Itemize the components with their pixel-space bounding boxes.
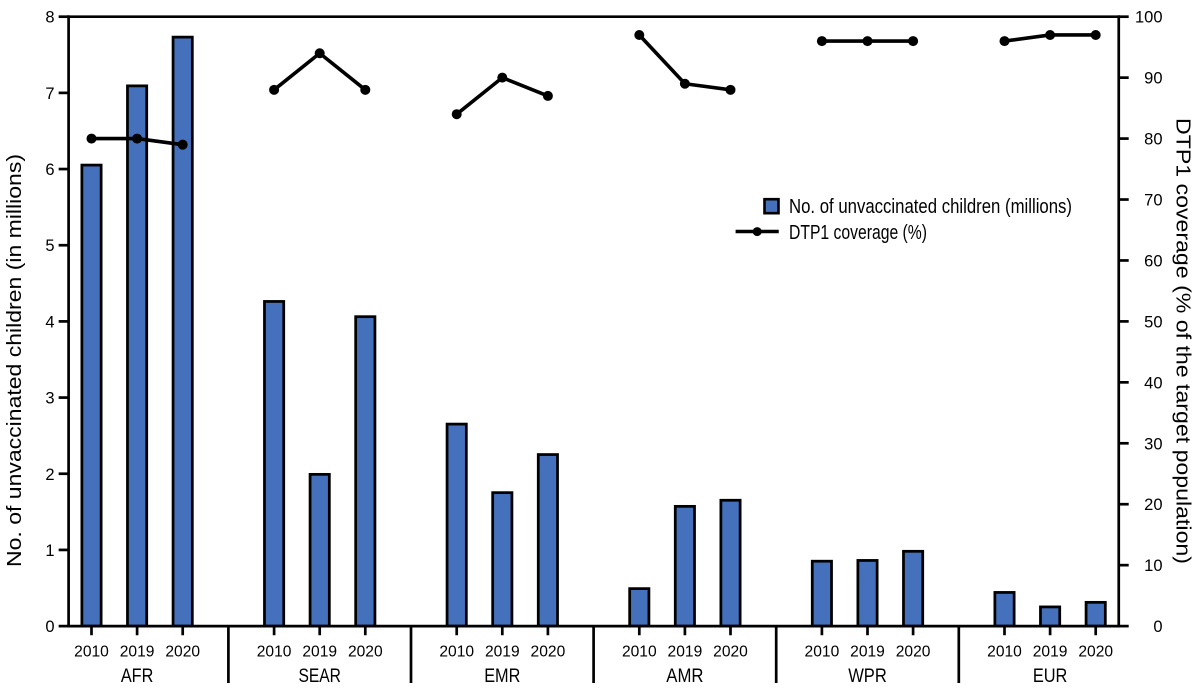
- svg-text:50: 50: [1144, 313, 1162, 331]
- svg-text:DTP1 coverage (%): DTP1 coverage (%): [789, 222, 927, 244]
- svg-text:AMR: AMR: [666, 666, 703, 687]
- svg-text:2010: 2010: [257, 644, 292, 661]
- svg-text:EUR: EUR: [1033, 666, 1068, 687]
- svg-text:2020: 2020: [1078, 644, 1113, 661]
- svg-text:DTP1 coverage (% of the target: DTP1 coverage (% of the target populatio…: [1172, 118, 1194, 564]
- svg-text:6: 6: [45, 161, 54, 179]
- svg-text:2019: 2019: [668, 644, 703, 661]
- svg-text:2010: 2010: [439, 644, 474, 661]
- svg-text:2020: 2020: [531, 644, 566, 661]
- svg-text:2010: 2010: [987, 644, 1022, 661]
- svg-text:2020: 2020: [348, 644, 383, 661]
- svg-text:2020: 2020: [713, 644, 748, 661]
- svg-text:90: 90: [1144, 70, 1162, 88]
- svg-text:5: 5: [45, 237, 54, 255]
- svg-text:2019: 2019: [850, 644, 885, 661]
- svg-text:8: 8: [45, 9, 54, 27]
- svg-text:1: 1: [45, 542, 54, 560]
- svg-text:3: 3: [45, 390, 54, 408]
- svg-text:0: 0: [1153, 618, 1162, 636]
- svg-text:2010: 2010: [805, 644, 840, 661]
- svg-text:WPR: WPR: [848, 666, 887, 687]
- svg-text:2019: 2019: [1033, 644, 1068, 661]
- svg-text:SEAR: SEAR: [298, 666, 341, 687]
- svg-text:0: 0: [45, 618, 54, 636]
- svg-text:70: 70: [1144, 192, 1162, 210]
- svg-text:2019: 2019: [302, 644, 337, 661]
- svg-text:2010: 2010: [74, 644, 109, 661]
- svg-text:2: 2: [45, 466, 54, 484]
- svg-text:No. of unvaccinated children (: No. of unvaccinated children (millions): [789, 196, 1072, 218]
- svg-text:2019: 2019: [485, 644, 520, 661]
- svg-text:No. of unvaccinated children (: No. of unvaccinated children (in million…: [4, 154, 26, 567]
- svg-text:2019: 2019: [120, 644, 155, 661]
- svg-text:EMR: EMR: [484, 666, 520, 687]
- svg-text:2020: 2020: [896, 644, 931, 661]
- svg-text:20: 20: [1144, 496, 1162, 514]
- svg-text:100: 100: [1135, 9, 1163, 27]
- svg-text:80: 80: [1144, 131, 1162, 149]
- svg-text:60: 60: [1144, 252, 1162, 270]
- svg-text:2010: 2010: [622, 644, 657, 661]
- svg-text:40: 40: [1144, 374, 1162, 392]
- svg-text:10: 10: [1144, 557, 1162, 575]
- svg-text:30: 30: [1144, 435, 1162, 453]
- svg-text:4: 4: [45, 313, 54, 331]
- svg-text:AFR: AFR: [121, 666, 154, 687]
- svg-text:7: 7: [45, 85, 54, 103]
- svg-text:2020: 2020: [165, 644, 200, 661]
